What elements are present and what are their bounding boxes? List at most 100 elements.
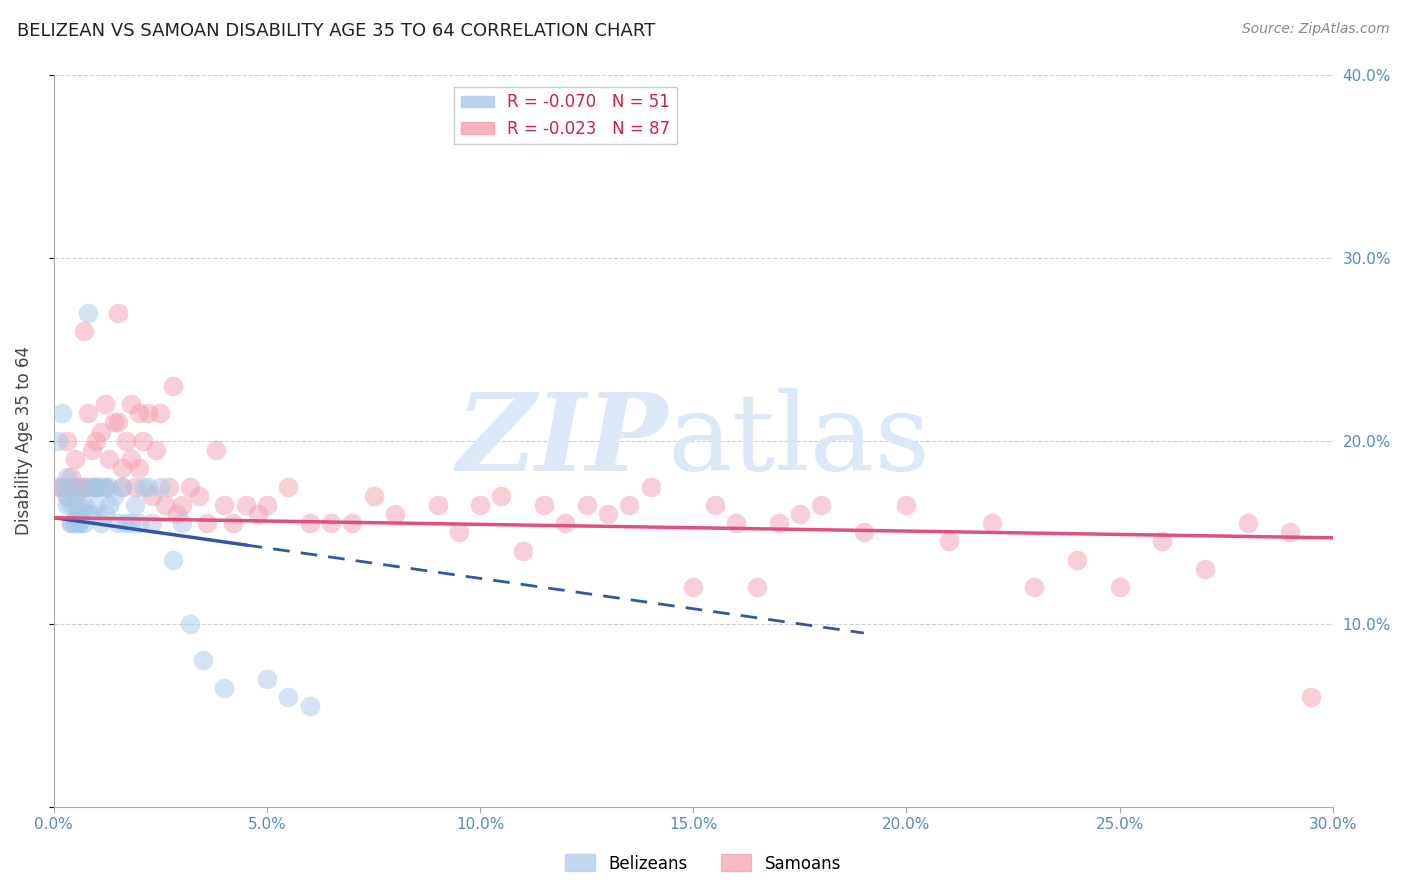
Point	[73, 324, 96, 338]
Point	[103, 489, 125, 503]
Point	[141, 516, 163, 530]
Point	[86, 479, 108, 493]
Point	[107, 416, 129, 430]
Point	[1024, 580, 1046, 594]
Point	[107, 305, 129, 319]
Point	[63, 498, 86, 512]
Point	[157, 479, 180, 493]
Point	[554, 516, 576, 530]
Point	[73, 479, 96, 493]
Point	[128, 516, 150, 530]
Point	[86, 479, 108, 493]
Point	[82, 479, 104, 493]
Point	[136, 406, 159, 420]
Point	[90, 516, 112, 530]
Point	[55, 489, 77, 503]
Point	[298, 699, 321, 714]
Point	[149, 406, 172, 420]
Point	[82, 507, 104, 521]
Point	[124, 498, 146, 512]
Point	[46, 434, 69, 448]
Point	[63, 479, 86, 493]
Point	[141, 489, 163, 503]
Point	[132, 479, 155, 493]
Point	[214, 498, 236, 512]
Point	[67, 516, 90, 530]
Point	[640, 479, 662, 493]
Point	[256, 672, 278, 686]
Point	[120, 516, 142, 530]
Point	[86, 479, 108, 493]
Point	[128, 461, 150, 475]
Point	[852, 525, 875, 540]
Point	[170, 498, 193, 512]
Point	[512, 543, 534, 558]
Point	[59, 479, 82, 493]
Point	[55, 470, 77, 484]
Point	[94, 479, 117, 493]
Point	[67, 516, 90, 530]
Point	[426, 498, 449, 512]
Point	[55, 498, 77, 512]
Point	[938, 534, 960, 549]
Point	[575, 498, 598, 512]
Point	[59, 470, 82, 484]
Point	[59, 516, 82, 530]
Text: Source: ZipAtlas.com: Source: ZipAtlas.com	[1241, 22, 1389, 37]
Point	[1279, 525, 1302, 540]
Point	[724, 516, 747, 530]
Point	[162, 553, 184, 567]
Point	[67, 507, 90, 521]
Point	[1066, 553, 1088, 567]
Point	[162, 379, 184, 393]
Point	[191, 653, 214, 667]
Point	[235, 498, 257, 512]
Point	[51, 406, 73, 420]
Point	[90, 479, 112, 493]
Point	[682, 580, 704, 594]
Point	[145, 442, 167, 457]
Point	[63, 489, 86, 503]
Point	[94, 507, 117, 521]
Point	[86, 498, 108, 512]
Point	[90, 425, 112, 439]
Point	[363, 489, 385, 503]
Point	[120, 397, 142, 411]
Point	[51, 479, 73, 493]
Point	[810, 498, 832, 512]
Point	[153, 498, 176, 512]
Legend: Belizeans, Samoans: Belizeans, Samoans	[558, 847, 848, 880]
Point	[980, 516, 1002, 530]
Point	[55, 434, 77, 448]
Text: ZIP: ZIP	[457, 388, 668, 494]
Point	[179, 479, 201, 493]
Point	[77, 479, 100, 493]
Point	[120, 452, 142, 467]
Point	[103, 416, 125, 430]
Point	[277, 479, 299, 493]
Point	[94, 397, 117, 411]
Point	[115, 516, 138, 530]
Point	[107, 516, 129, 530]
Point	[896, 498, 918, 512]
Point	[63, 516, 86, 530]
Point	[111, 479, 134, 493]
Point	[77, 406, 100, 420]
Point	[132, 434, 155, 448]
Point	[222, 516, 245, 530]
Point	[342, 516, 364, 530]
Point	[179, 616, 201, 631]
Point	[86, 434, 108, 448]
Point	[98, 479, 121, 493]
Point	[1301, 690, 1323, 705]
Point	[468, 498, 491, 512]
Point	[63, 452, 86, 467]
Point	[136, 479, 159, 493]
Point	[277, 690, 299, 705]
Point	[533, 498, 555, 512]
Point	[98, 498, 121, 512]
Point	[67, 498, 90, 512]
Text: atlas: atlas	[668, 388, 931, 493]
Point	[214, 681, 236, 695]
Point	[51, 479, 73, 493]
